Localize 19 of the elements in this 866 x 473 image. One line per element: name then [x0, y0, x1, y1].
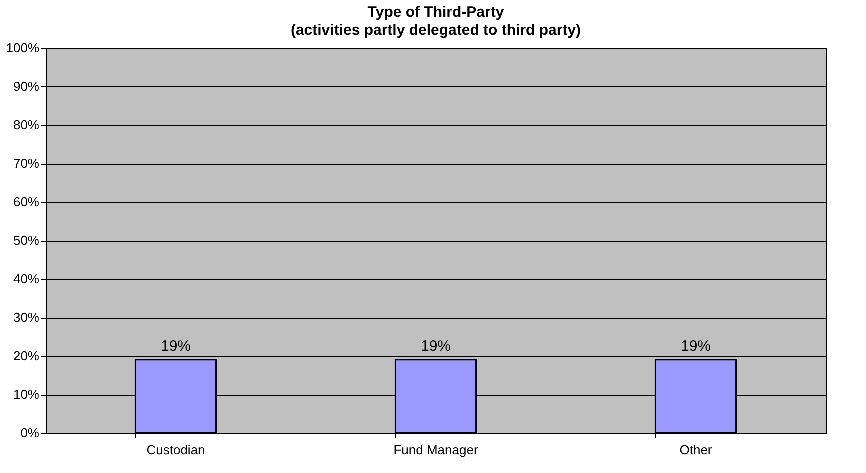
- y-tick-label: 80%: [13, 118, 40, 132]
- chart-title: Type of Third-Party: [368, 4, 505, 21]
- data-label: 19%: [420, 338, 452, 355]
- y-tick-label: 40%: [13, 272, 40, 286]
- y-tick-label: 70%: [13, 156, 40, 171]
- y-tick-label: 100%: [6, 40, 40, 56]
- data-label: 19%: [160, 338, 192, 355]
- x-tick-label: Other: [680, 442, 713, 458]
- x-tick-label: Custodian: [146, 442, 206, 458]
- y-tick-label: 50%: [13, 233, 40, 248]
- data-label: 19%: [680, 338, 712, 355]
- y-tick-label: 60%: [13, 194, 40, 210]
- chart-subtitle: (activities partly delegated to third party): [290, 22, 582, 39]
- y-tick-label: 20%: [13, 348, 40, 364]
- y-tick-label: 0%: [20, 426, 40, 440]
- y-tick-label: 90%: [13, 79, 40, 94]
- y-tick-label: 30%: [13, 310, 40, 325]
- y-tick-label: 10%: [13, 387, 40, 402]
- x-tick-label: Fund Manager: [394, 442, 479, 458]
